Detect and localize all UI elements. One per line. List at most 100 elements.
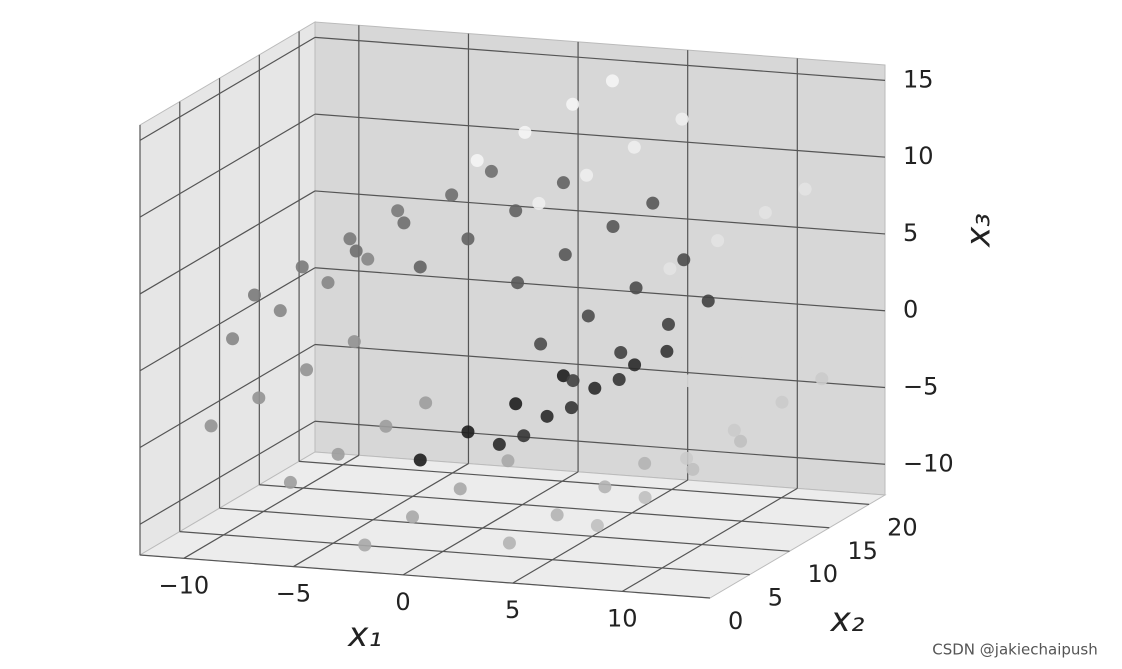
grid-line [314,113,886,158]
point [273,304,287,318]
point [686,462,700,476]
point [663,262,677,276]
z-axis-label: x₃ [959,213,999,248]
grid-line [293,463,469,568]
y-axis-label: x₂ [830,600,865,640]
point [638,456,652,470]
point [501,454,515,468]
point [358,538,372,552]
back-pane [314,21,886,496]
grid-line [314,267,886,312]
point [406,510,420,524]
z-tick-label: 10 [903,142,934,170]
x-axis-label: x₁ [347,615,382,655]
z-tick-label: 5 [903,219,918,247]
point [413,453,427,467]
point [361,252,375,266]
point [646,196,660,210]
z-tick-label: −5 [903,373,938,401]
z-tick-label: −10 [903,449,954,477]
point [511,276,525,290]
point [680,451,694,465]
grid-line [512,479,688,584]
point [248,288,262,302]
point [534,337,548,351]
point [518,125,532,139]
point [556,369,570,383]
y-tick-label: 5 [768,584,783,612]
point [564,401,578,415]
point [509,204,523,218]
point [661,317,675,331]
z-tick-label: 15 [903,65,934,93]
point [461,425,475,439]
point [349,244,363,258]
point [321,276,335,290]
point [638,490,652,504]
x-tick-label: 5 [505,596,520,624]
point [815,372,829,386]
grid-line [139,343,316,449]
y-tick-label: 0 [728,607,743,635]
x-tick-label: 10 [607,604,638,632]
y-tick-label: 10 [808,560,839,588]
point [470,153,484,167]
grid-line [402,471,579,576]
grid-line [219,507,790,552]
point [727,423,741,437]
point [581,309,595,323]
z-tick-label: 0 [903,296,918,324]
y-tick-label: 15 [847,537,878,565]
point [445,188,459,202]
point [397,216,411,230]
grid-line [259,484,830,529]
point [419,396,433,410]
grid-line [179,530,750,576]
grid-line [314,343,886,389]
grid-line [314,420,886,465]
grid-line [183,454,360,559]
point [226,332,240,346]
point [453,482,467,496]
grid-line [139,36,316,141]
y-tick-label: 20 [887,513,918,541]
point [612,373,626,387]
point [598,480,612,494]
grid-line [314,190,886,235]
grid-line [139,267,316,372]
point [614,345,628,359]
point [532,196,546,210]
grid-line [139,113,316,218]
point [701,294,715,308]
grid-line [299,460,870,505]
point [540,409,554,423]
x-tick-label: −10 [159,571,210,599]
point [629,281,643,295]
point [550,508,564,522]
x-tick-label: −5 [276,580,311,608]
grid-line [314,36,886,81]
point [675,112,689,126]
point [682,374,696,388]
point [628,358,642,372]
point [492,437,506,451]
point [379,419,393,433]
point [509,397,523,411]
point [775,395,789,409]
point [606,220,620,234]
point [566,374,580,388]
point [588,381,602,395]
point [300,363,314,377]
point [758,206,772,220]
x-tick-label: 0 [395,588,410,616]
point [347,335,361,349]
point [566,97,580,111]
point [484,164,498,178]
point [461,232,475,246]
grid-line [139,420,316,525]
point [517,429,531,443]
point [556,176,570,190]
point [778,318,792,332]
point [204,419,218,433]
